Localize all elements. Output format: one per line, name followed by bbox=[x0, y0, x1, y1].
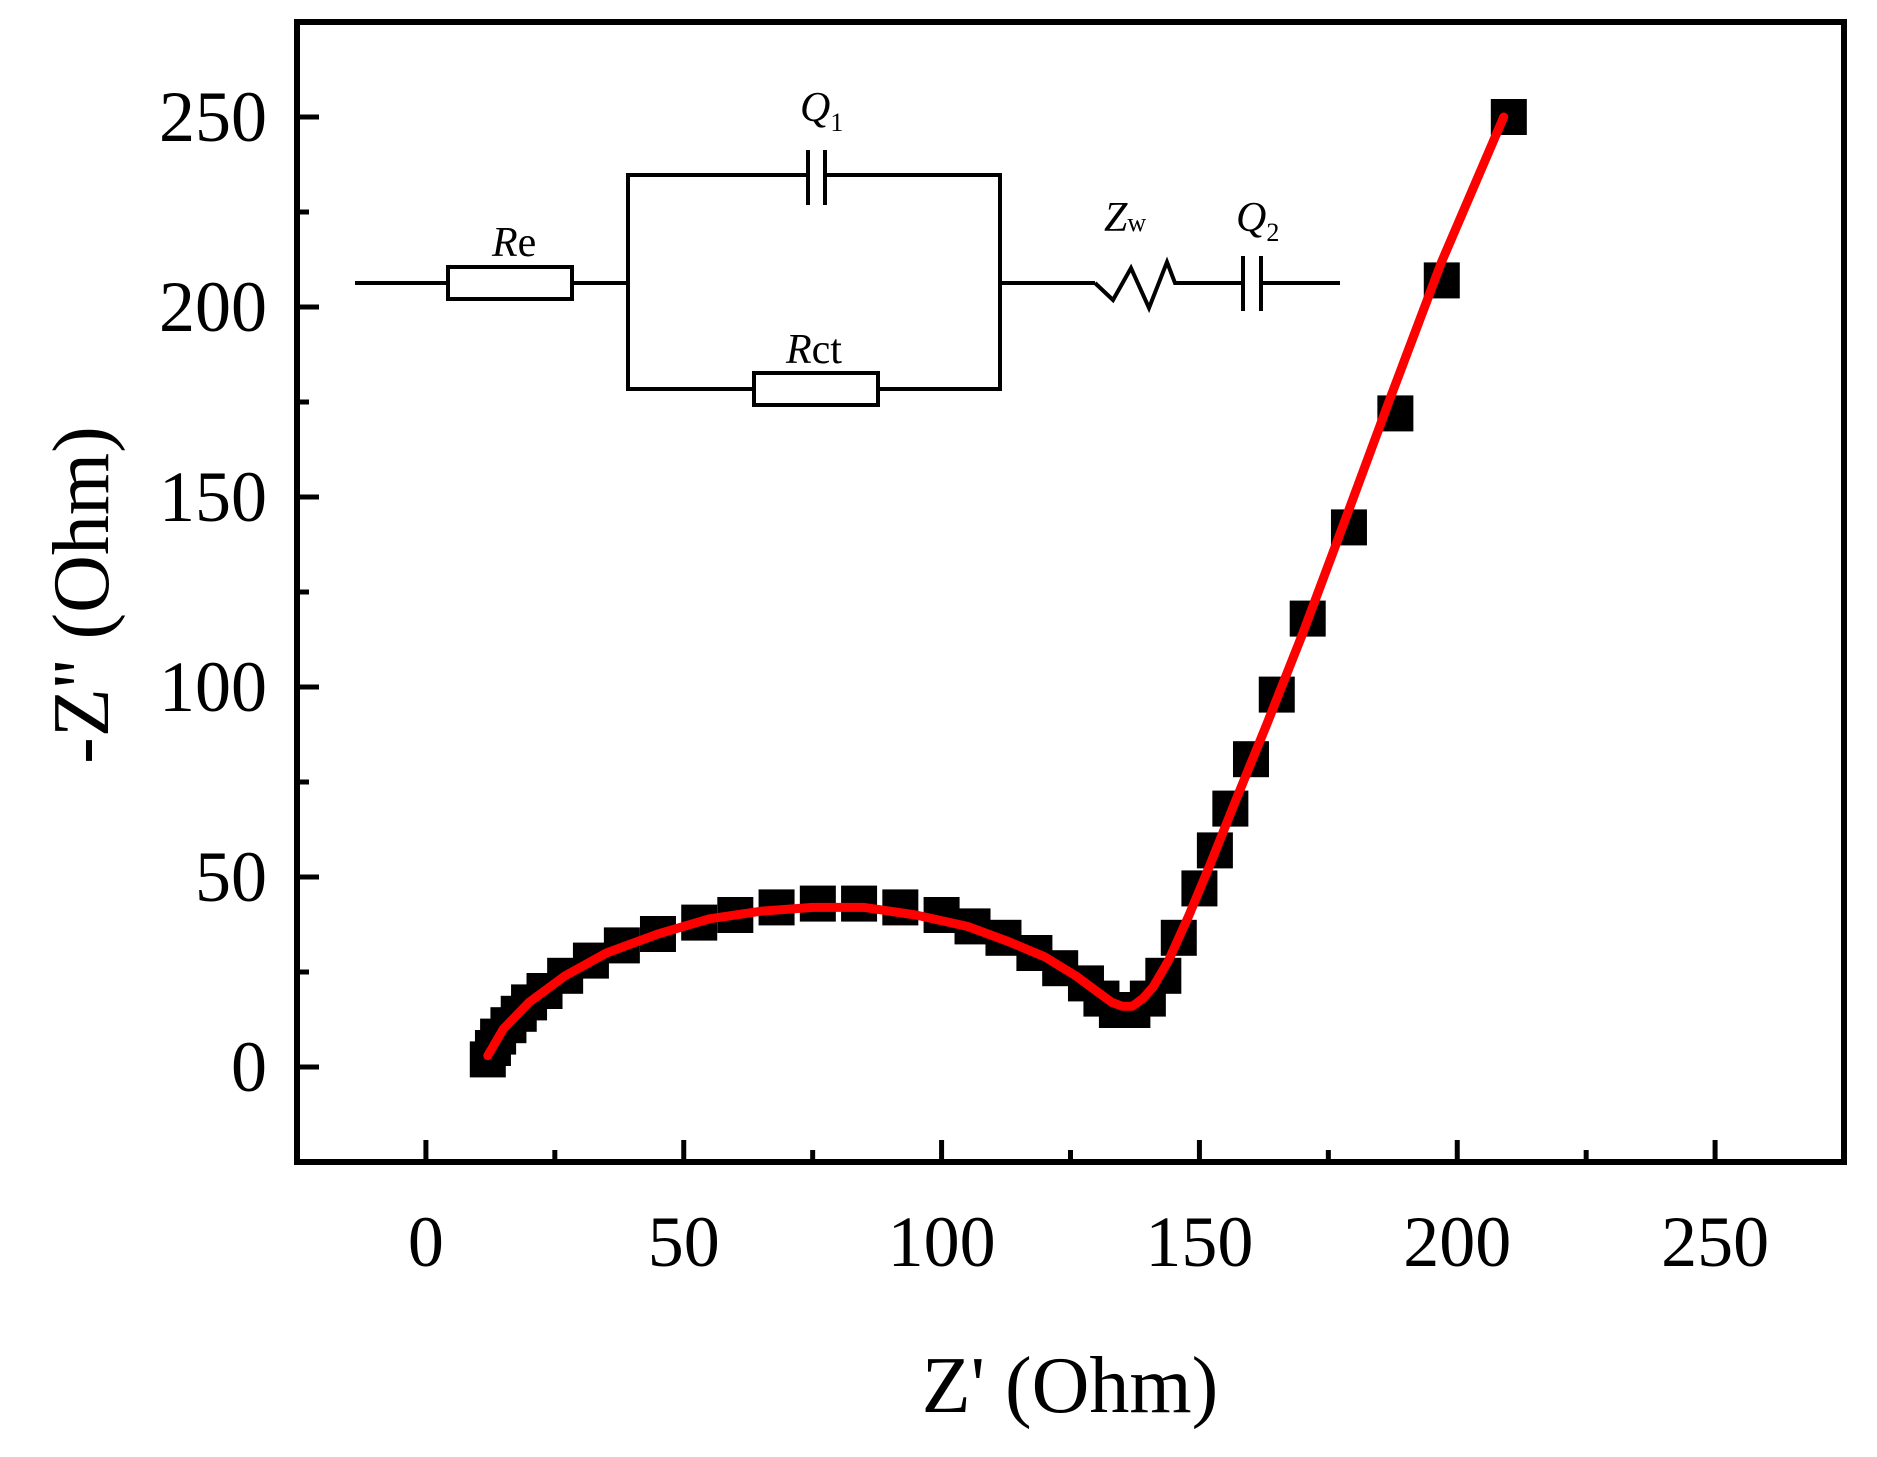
x-axis-ticks bbox=[423, 1140, 1718, 1162]
y-tick-label: 250 bbox=[159, 77, 267, 157]
y-tick-label: 0 bbox=[231, 1027, 267, 1107]
label-q2-main: Q bbox=[1236, 195, 1266, 241]
label-q1: Q1 bbox=[800, 85, 843, 137]
y-tick-label: 200 bbox=[159, 267, 267, 347]
label-q2: Q2 bbox=[1236, 195, 1279, 247]
y-axis-tick-labels: 0 50 100 150 200 250 bbox=[159, 77, 267, 1107]
y-tick-label: 100 bbox=[159, 647, 267, 727]
x-tick-label: 200 bbox=[1403, 1202, 1511, 1282]
x-axis-title: Z' (Ohm) bbox=[922, 1342, 1219, 1430]
x-tick-label: 0 bbox=[408, 1202, 444, 1282]
label-re-sub: e bbox=[518, 220, 537, 266]
fit-curve bbox=[483, 112, 1509, 1061]
label-re-main: R bbox=[491, 220, 518, 266]
label-q1-sub: 1 bbox=[830, 108, 843, 137]
label-q1-main: Q bbox=[800, 85, 830, 131]
y-axis-ticks bbox=[297, 114, 319, 1070]
label-rct: Rct bbox=[785, 327, 842, 373]
label-rct-main: R bbox=[785, 327, 812, 373]
y-tick-label: 150 bbox=[159, 457, 267, 537]
experimental-data-series bbox=[469, 99, 1527, 1078]
capacitor-q1-gap bbox=[808, 168, 826, 184]
resistor-rct bbox=[752, 371, 880, 407]
warburg-element-zw bbox=[1093, 256, 1185, 314]
equivalent-circuit-inset: Re Q1 Rct Zw Q2 bbox=[355, 85, 1340, 407]
label-re: Re bbox=[491, 220, 536, 266]
y-axis-title: -Z'' (Ohm) bbox=[38, 426, 126, 764]
x-tick-label: 100 bbox=[888, 1202, 996, 1282]
x-axis-tick-labels: 0 50 100 150 200 250 bbox=[408, 1202, 1769, 1282]
label-zw: Zw bbox=[1104, 195, 1146, 241]
y-tick-label: 50 bbox=[195, 837, 267, 917]
x-tick-label: 150 bbox=[1145, 1202, 1253, 1282]
label-zw-sub: w bbox=[1127, 208, 1146, 237]
label-zw-main: Z bbox=[1104, 195, 1128, 241]
x-tick-label: 250 bbox=[1661, 1202, 1769, 1282]
resistor-re bbox=[446, 265, 574, 301]
label-q2-sub: 2 bbox=[1266, 218, 1279, 247]
label-rct-sub: ct bbox=[812, 327, 843, 373]
x-tick-label: 50 bbox=[648, 1202, 720, 1282]
